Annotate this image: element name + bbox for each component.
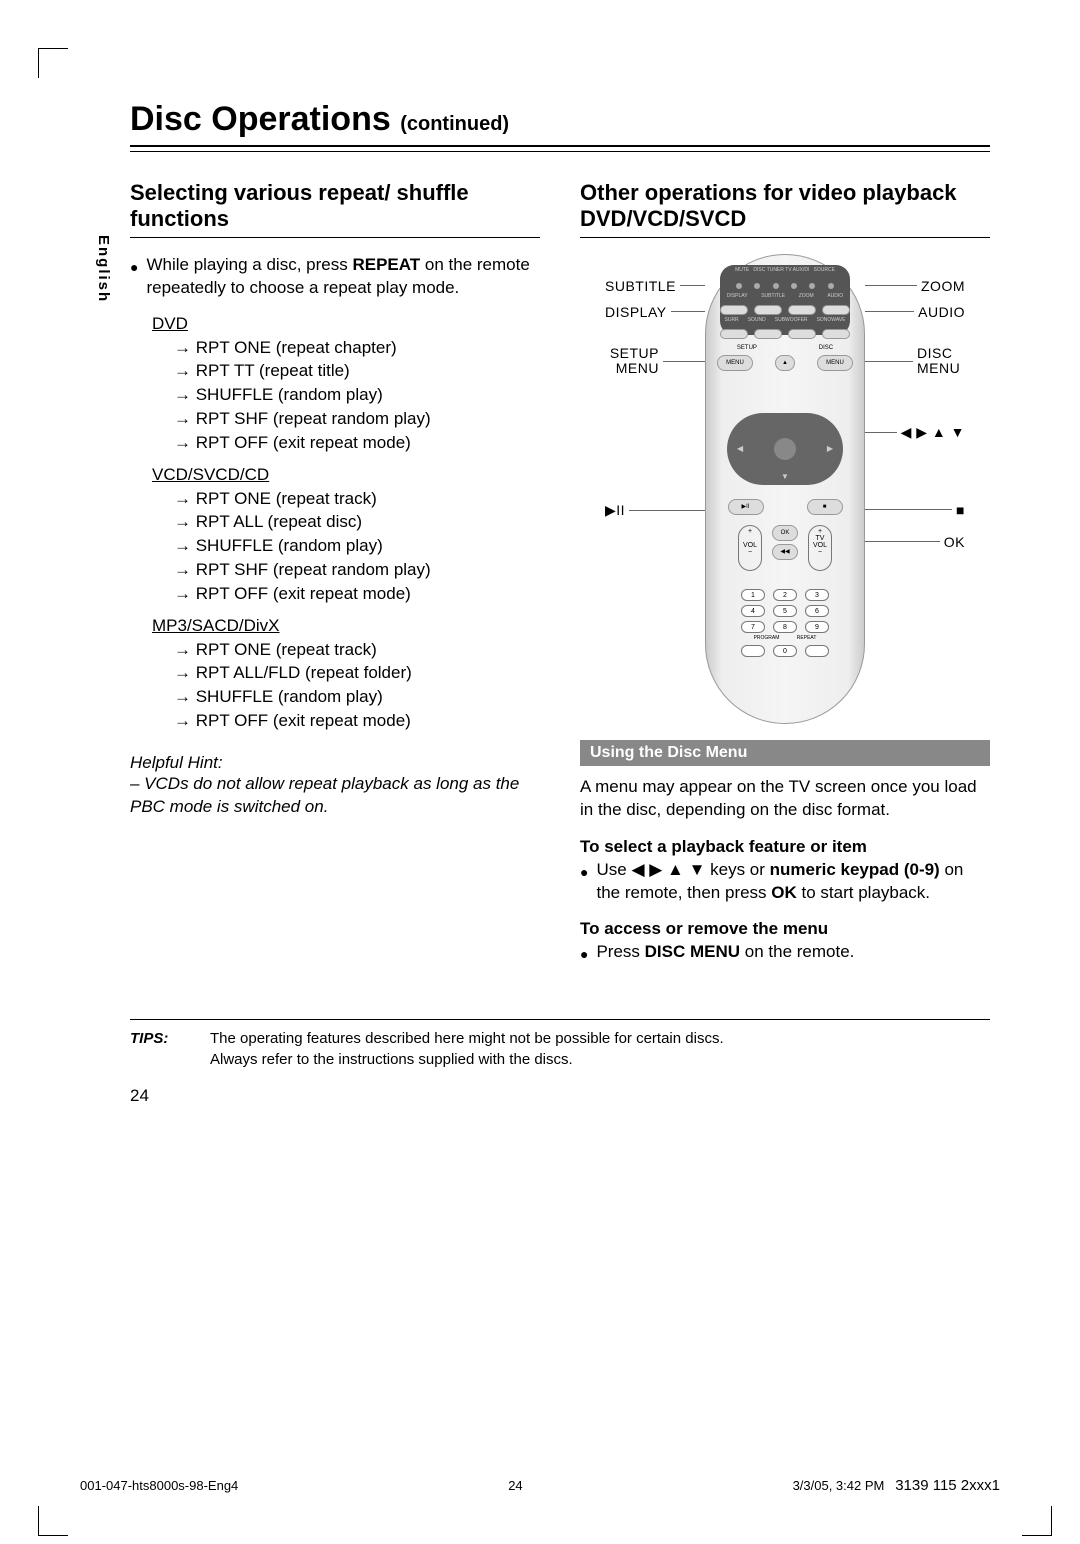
- tips-text: The operating features described here mi…: [210, 1028, 724, 1070]
- list-item: → RPT SHF (repeat random play): [152, 558, 540, 582]
- group-label: VCD/SVCD/CD: [152, 465, 540, 485]
- b1-bold2: OK: [771, 883, 797, 902]
- right-heading-rule: [580, 237, 990, 238]
- list-item: → RPT ONE (repeat track): [152, 638, 540, 662]
- label-arrows: ◀ ▶ ▲ ▼: [865, 424, 965, 441]
- crop-mark-br: [1022, 1506, 1052, 1536]
- list-item: → RPT ONE (repeat track): [152, 487, 540, 511]
- b2-bold: DISC MENU: [645, 942, 740, 961]
- left-heading: Selecting various repeat/ shuffle functi…: [130, 180, 540, 233]
- list-item: → RPT OFF (exit repeat mode): [152, 709, 540, 733]
- list-item: → SHUFFLE (random play): [152, 383, 540, 407]
- footer-right: 3/3/05, 3:42 PM 3139 115 2xxx1: [793, 1477, 1000, 1494]
- bullet-select-text: Use ◀ ▶ ▲ ▼ keys or numeric keypad (0-9)…: [596, 859, 990, 905]
- bullet-icon: ●: [580, 945, 588, 965]
- b1-keys: ◀ ▶ ▲ ▼: [631, 860, 705, 879]
- subhead-access: To access or remove the menu: [580, 918, 990, 941]
- section-bar: Using the Disc Menu: [580, 740, 990, 766]
- hint-body: – VCDs do not allow repeat playback as l…: [130, 773, 540, 819]
- b1-mid: keys or: [705, 860, 769, 879]
- tips-line-2: Always refer to the instructions supplie…: [210, 1049, 724, 1070]
- list-item: → RPT SHF (repeat random play): [152, 407, 540, 431]
- label-display: DISPLAY: [605, 304, 705, 320]
- list-item: → RPT OFF (exit repeat mode): [152, 582, 540, 606]
- label-ok: OK: [865, 534, 965, 550]
- footer-code: 3139 115 2xxx1: [895, 1477, 1000, 1494]
- footer-filename: 001-047-hts8000s-98-Eng4: [80, 1478, 238, 1493]
- bullet-select: ● Use ◀ ▶ ▲ ▼ keys or numeric keypad (0-…: [580, 859, 990, 905]
- right-heading: Other operations for video playback DVD/…: [580, 180, 990, 233]
- crop-mark-bl: [38, 1506, 68, 1536]
- list-item: → SHUFFLE (random play): [152, 534, 540, 558]
- left-heading-rule: [130, 237, 540, 238]
- b2-pre: Press: [596, 942, 644, 961]
- label-setup-menu: SETUP MENU: [605, 346, 705, 377]
- page-title: Disc Operations (continued): [130, 100, 990, 139]
- list-item: → RPT ONE (repeat chapter): [152, 336, 540, 360]
- hint-heading: Helpful Hint:: [130, 753, 540, 773]
- tips-rule: [130, 1019, 990, 1020]
- label-play-pause: ▶II: [605, 502, 705, 519]
- page-number: 24: [130, 1086, 990, 1106]
- footer-timestamp: 3/3/05, 3:42 PM: [793, 1478, 885, 1493]
- b1-pre: Use: [596, 860, 631, 879]
- label-subtitle: SUBTITLE: [605, 278, 705, 294]
- label-disc-menu: DISC MENU: [865, 346, 965, 377]
- title-main: Disc Operations: [130, 100, 391, 138]
- tips-row: TIPS: The operating features described h…: [130, 1028, 990, 1070]
- left-column: Selecting various repeat/ shuffle functi…: [130, 180, 540, 979]
- bullet-icon: ●: [580, 863, 588, 905]
- bullet-icon: ●: [130, 258, 138, 300]
- page: English Disc Operations (continued) Sele…: [0, 0, 1080, 1166]
- remote-body: MUTE DISC TUNER TV AUX/DI SOURCE DISPLAY…: [705, 254, 865, 724]
- footer: 001-047-hts8000s-98-Eng4 24 3/3/05, 3:42…: [80, 1477, 1000, 1494]
- right-column: Other operations for video playback DVD/…: [580, 180, 990, 979]
- remote-dpad: ◀ ▶ ▼: [727, 413, 843, 485]
- title-rule-2: [130, 151, 990, 152]
- label-zoom: ZOOM: [865, 278, 965, 294]
- intro-pre: While playing a disc, press: [146, 255, 352, 274]
- group-dvd: DVD → RPT ONE (repeat chapter) → RPT TT …: [130, 314, 540, 455]
- list-item: → SHUFFLE (random play): [152, 685, 540, 709]
- bullet-access: ● Press DISC MENU on the remote.: [580, 941, 990, 965]
- label-stop: ■: [865, 502, 965, 518]
- footer-pagenum: 24: [508, 1478, 522, 1493]
- list-item: → RPT OFF (exit repeat mode): [152, 431, 540, 455]
- list-item: → RPT TT (repeat title): [152, 359, 540, 383]
- b2-post: on the remote.: [740, 942, 854, 961]
- language-tab: English: [95, 235, 112, 303]
- subhead-select: To select a playback feature or item: [580, 836, 990, 859]
- tips-label: TIPS:: [130, 1028, 190, 1070]
- list-item: → RPT ALL (repeat disc): [152, 510, 540, 534]
- label-audio: AUDIO: [865, 304, 965, 320]
- title-rule-1: [130, 145, 990, 147]
- group-label: DVD: [152, 314, 540, 334]
- b1-post: to start playback.: [797, 883, 930, 902]
- b1-bold1: numeric keypad (0-9): [770, 860, 940, 879]
- intro-bullet: ● While playing a disc, press REPEAT on …: [130, 254, 540, 300]
- group-vcd: VCD/SVCD/CD → RPT ONE (repeat track) → R…: [130, 465, 540, 606]
- remote-diagram: SUBTITLE DISPLAY SETUP MENU ▶II ZOOM AUD…: [605, 254, 965, 724]
- title-continued: (continued): [400, 113, 509, 135]
- intro-bold: REPEAT: [352, 255, 420, 274]
- tips-line-1: The operating features described here mi…: [210, 1028, 724, 1049]
- group-mp3: MP3/SACD/DivX → RPT ONE (repeat track) →…: [130, 616, 540, 733]
- bullet-access-text: Press DISC MENU on the remote.: [596, 941, 854, 965]
- remote-top-panel: MUTE DISC TUNER TV AUX/DI SOURCE DISPLAY…: [720, 265, 850, 335]
- disc-menu-intro: A menu may appear on the TV screen once …: [580, 776, 990, 822]
- intro-text: While playing a disc, press REPEAT on th…: [146, 254, 540, 300]
- group-label: MP3/SACD/DivX: [152, 616, 540, 636]
- list-item: → RPT ALL/FLD (repeat folder): [152, 661, 540, 685]
